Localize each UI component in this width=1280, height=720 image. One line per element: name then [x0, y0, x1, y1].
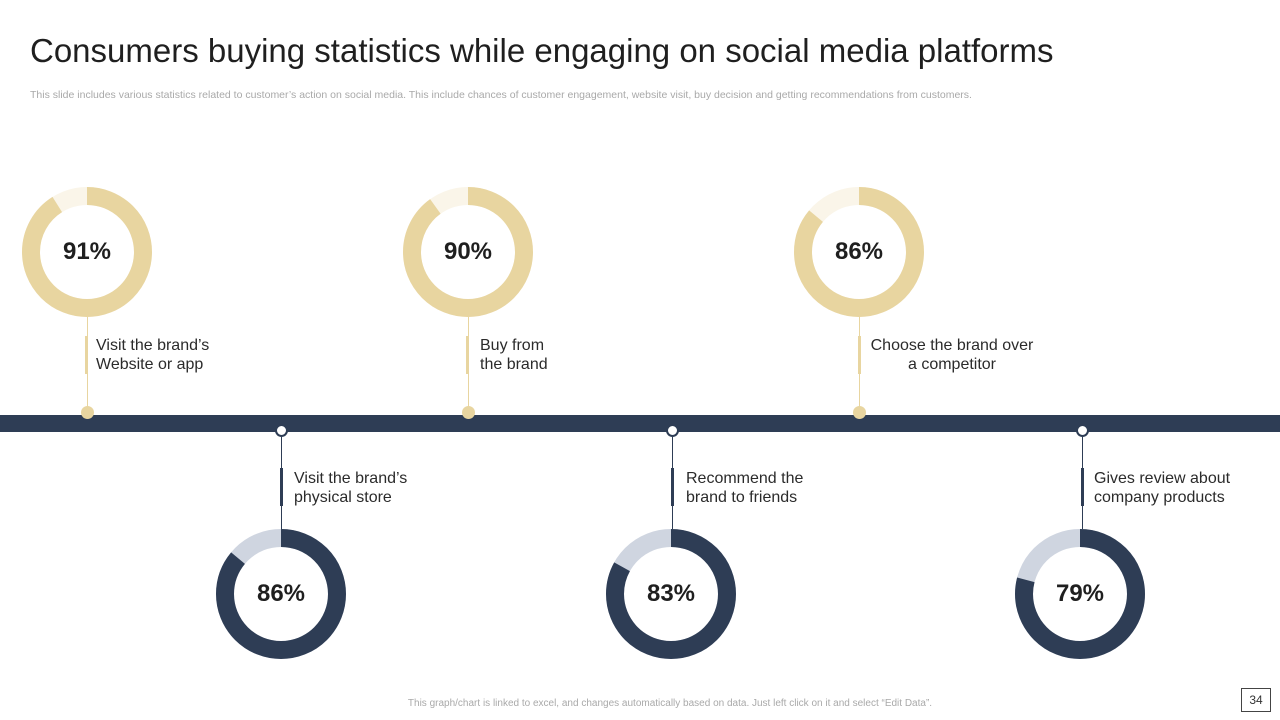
label-accent: [858, 336, 861, 374]
timeline-bar: [0, 415, 1280, 432]
donut-chart: 83%: [606, 529, 736, 659]
stat-label-line: a competitor: [907, 356, 997, 373]
stat-label: Recommend the brand to friends: [686, 469, 803, 507]
donut-value-arc: [403, 187, 533, 317]
donut-chart: 90%: [403, 187, 533, 317]
donut-value-arc: [606, 529, 736, 659]
timeline-marker: [853, 406, 866, 419]
slide-title: Consumers buying statistics while engagi…: [30, 32, 1054, 69]
label-accent: [671, 468, 674, 506]
donut-chart: 91%: [22, 187, 152, 317]
stat-label-line: Visit the brand’s: [96, 337, 210, 354]
donut-chart: 86%: [216, 529, 346, 659]
label-accent: [466, 336, 469, 374]
donut-value-arc: [216, 529, 346, 659]
donut-value-label: 90%: [443, 238, 493, 265]
stat-label: Choose the brand over a competitor: [866, 336, 1038, 374]
stat-label-line: Choose the brand over: [870, 337, 1034, 354]
stat-label-line: Recommend the: [686, 470, 804, 487]
donut-chart: 79%: [1015, 529, 1145, 659]
donut-value-label: 83%: [646, 580, 696, 607]
timeline-marker: [666, 424, 679, 437]
stat-label: Gives review about company products: [1094, 469, 1230, 507]
donut-value-arc: [1015, 529, 1145, 659]
donut-value-arc: [794, 187, 924, 317]
donut-value-arc: [22, 187, 152, 317]
page-number: 34: [1241, 688, 1271, 712]
slide-subtitle: This slide includes various statistics r…: [30, 89, 972, 101]
timeline-marker: [81, 406, 94, 419]
stat-label-line: Buy from: [480, 337, 545, 354]
label-accent: [280, 468, 283, 506]
stat-label-line: Visit the brand’s: [294, 470, 408, 487]
donut-value-label: 86%: [256, 580, 306, 607]
slide-footer-note: This graph/chart is linked to excel, and…: [407, 698, 933, 709]
label-accent: [1081, 468, 1084, 506]
stat-label-line: brand to friends: [686, 489, 798, 506]
donut-value-label: 91%: [62, 238, 112, 265]
stat-label-line: company products: [1094, 489, 1225, 506]
timeline-marker: [1076, 424, 1089, 437]
stat-label: Buy from the brand: [480, 336, 548, 374]
timeline-marker: [462, 406, 475, 419]
label-accent: [85, 336, 88, 374]
donut-value-label: 86%: [834, 238, 884, 265]
donut-chart: 86%: [794, 187, 924, 317]
stat-label-line: the brand: [480, 356, 548, 373]
stat-label-line: physical store: [294, 489, 392, 506]
timeline-marker: [275, 424, 288, 437]
stat-label-line: Gives review about: [1094, 470, 1231, 487]
stat-label: Visit the brand’s physical store: [294, 469, 407, 507]
donut-value-label: 79%: [1055, 580, 1105, 607]
stat-label: Visit the brand’s Website or app: [96, 336, 209, 374]
stat-label-line: Website or app: [96, 356, 204, 373]
